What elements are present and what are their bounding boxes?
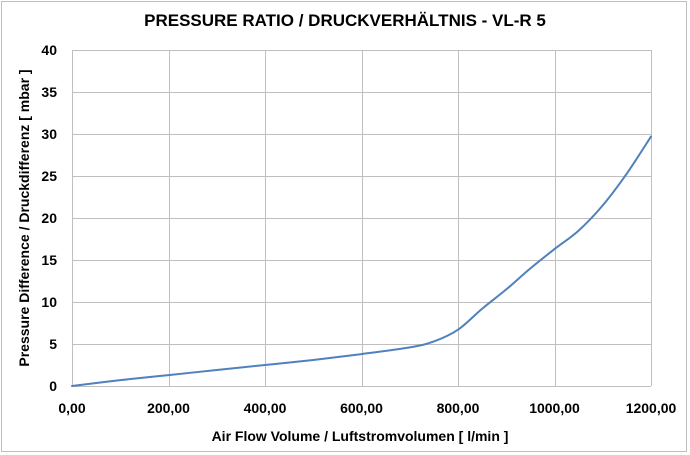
x-tick-label: 1200,00 — [626, 400, 677, 416]
y-tick-label: 40 — [41, 42, 57, 58]
x-tick-labels: 0,00 200,00 400,00 600,00 800,00 1000,00 1200,… — [58, 400, 676, 416]
series-layer — [71, 135, 652, 387]
x-tick-label: 1000,00 — [529, 400, 580, 416]
y-tick-label: 5 — [49, 336, 57, 352]
x-tick-label: 400,00 — [244, 400, 287, 416]
y-tick-label: 35 — [41, 84, 57, 100]
chart-title: PRESSURE RATIO / DRUCKVERHÄLTNIS - VL-R … — [144, 11, 546, 30]
y-tick-label: 25 — [41, 168, 57, 184]
x-tick-label: 800,00 — [437, 400, 480, 416]
grid — [72, 50, 652, 387]
y-tick-label: 0 — [49, 378, 57, 394]
x-tick-label: 200,00 — [147, 400, 190, 416]
x-axis-label: Air Flow Volume / Luftstromvolumen [ l/m… — [212, 428, 509, 444]
pressure-curve-line — [71, 135, 652, 387]
x-tick-label: 600,00 — [340, 400, 383, 416]
y-axis-label: Pressure Difference / Druckdifferenz [ m… — [16, 69, 32, 366]
y-tick-label: 30 — [41, 126, 57, 142]
x-tick-label: 0,00 — [58, 400, 85, 416]
y-tick-label: 10 — [41, 294, 57, 310]
y-tick-label: 15 — [41, 252, 57, 268]
y-tick-label: 20 — [41, 210, 57, 226]
axes — [72, 50, 651, 387]
y-tick-labels: 0 5 10 15 20 25 30 35 40 — [41, 42, 57, 394]
